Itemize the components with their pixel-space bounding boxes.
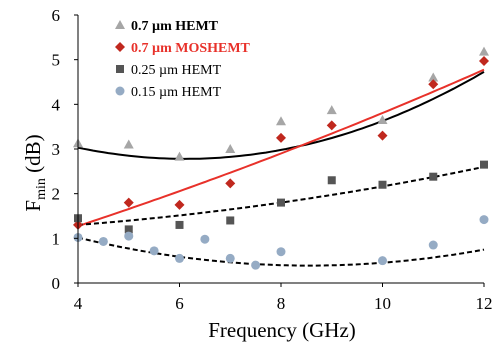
data-point-diamond xyxy=(479,56,489,67)
y-tick-label: 0 xyxy=(52,274,61,293)
data-point-circle xyxy=(276,247,286,257)
legend-marker-circle xyxy=(115,86,125,96)
legend-label: 0.7 µm MOSHEMT xyxy=(131,41,251,56)
data-point-triangle xyxy=(276,116,286,126)
x-tick-label: 8 xyxy=(277,294,286,313)
y-tick-label: 6 xyxy=(52,6,61,25)
legend-label: 0.7 µm HEMT xyxy=(131,19,219,34)
data-point-circle xyxy=(175,253,184,263)
data-point-triangle xyxy=(225,144,236,153)
legend-marker-triangle xyxy=(115,20,125,29)
data-point-circle xyxy=(428,240,438,250)
data-points xyxy=(73,46,489,270)
fit-curve-3 xyxy=(77,236,485,267)
y-axis-title-main: F xyxy=(21,200,45,212)
data-point-diamond xyxy=(276,132,286,143)
data-point-triangle xyxy=(377,114,388,124)
data-point-triangle xyxy=(428,72,439,82)
data-point-square xyxy=(175,220,184,229)
fit-curve-0 xyxy=(77,71,485,160)
data-point-circle xyxy=(200,234,210,244)
data-point-square xyxy=(327,176,336,185)
legend-marker-square xyxy=(116,65,124,73)
data-point-diamond xyxy=(225,178,236,189)
fit-curve-1 xyxy=(77,68,485,228)
y-tick-label: 5 xyxy=(52,51,61,70)
data-point-diamond xyxy=(428,79,439,90)
data-point-square xyxy=(378,180,387,189)
data-point-square xyxy=(124,225,133,234)
data-point-diamond xyxy=(326,120,337,131)
data-point-circle xyxy=(251,260,261,270)
data-point-triangle xyxy=(479,46,489,56)
data-point-square xyxy=(226,216,235,225)
data-point-diamond xyxy=(377,130,388,141)
y-axis-title: Fmin (dB) xyxy=(21,134,49,211)
data-point-circle xyxy=(378,256,387,266)
x-tick-label: 12 xyxy=(476,294,493,313)
data-point-triangle xyxy=(326,105,337,115)
data-point-diamond xyxy=(174,199,185,210)
x-axis-title: Frequency (GHz) xyxy=(208,318,356,342)
y-tick-label: 4 xyxy=(52,95,61,114)
data-point-diamond xyxy=(123,197,134,208)
data-point-circle xyxy=(149,246,159,256)
y-tick-label: 2 xyxy=(52,185,61,204)
legend-label: 0.25 µm HEMT xyxy=(131,63,222,78)
data-point-circle xyxy=(98,236,108,246)
fit-curve-2 xyxy=(77,165,485,226)
data-point-circle xyxy=(479,215,489,225)
y-axis-title-unit: (dB) xyxy=(21,134,45,178)
data-point-triangle xyxy=(174,151,185,161)
data-point-triangle xyxy=(123,139,134,149)
x-tick-label: 4 xyxy=(74,294,83,313)
x-tick-label: 10 xyxy=(374,294,391,313)
data-point-square xyxy=(277,198,285,207)
y-tick-label: 3 xyxy=(52,140,61,159)
data-point-square xyxy=(429,172,438,181)
x-tick-label: 6 xyxy=(175,294,184,313)
y-tick-label: 1 xyxy=(52,229,61,248)
axes xyxy=(74,14,485,287)
legend-marker-diamond xyxy=(115,42,125,52)
data-point-square xyxy=(480,160,488,169)
data-point-circle xyxy=(124,231,134,241)
legend-label: 0.15 µm HEMT xyxy=(131,85,222,100)
data-point-circle xyxy=(225,253,235,263)
y-axis-title-sub: min xyxy=(34,178,49,200)
legend: 0.7 µm HEMT 0.7 µm MOSHEMT 0.25 µm HEMT 0.1… xyxy=(115,19,251,100)
